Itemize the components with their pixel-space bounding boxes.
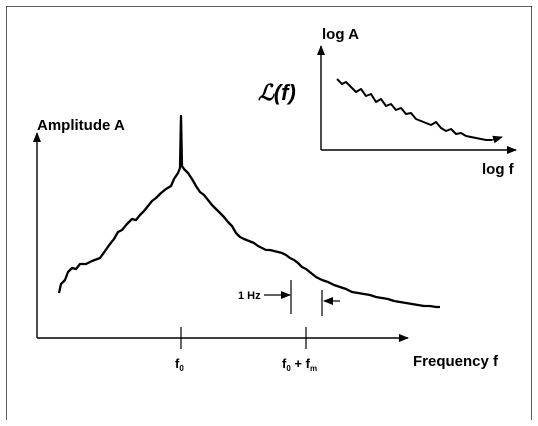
bandwidth-label: 1 Hz — [238, 290, 261, 302]
tick-label-f0-plus-fm: f0 + fm — [282, 356, 317, 373]
tick-label-f0: f0 — [175, 356, 184, 373]
inset-curve-label: ℒ(f) — [258, 80, 296, 105]
diagram-frame: 1 Hz Amplitude A Frequency f f0 f0 + fm … — [5, 5, 533, 420]
main-x-axis-label: Frequency f — [413, 353, 499, 370]
phase-noise-diagram: 1 Hz Amplitude A Frequency f f0 f0 + fm … — [5, 5, 533, 420]
spectrum-curve — [57, 114, 440, 309]
inset-noise-curve — [336, 78, 492, 141]
inset-plot: log A log f ℒ(f) — [258, 26, 517, 178]
inset-x-axis-label: log f — [482, 161, 515, 178]
inset-y-axis-label: log A — [322, 26, 359, 43]
main-y-axis-label: Amplitude A — [37, 117, 125, 134]
inset-curve-arrow — [491, 135, 503, 144]
main-plot: 1 Hz Amplitude A Frequency f f0 f0 + fm — [33, 114, 499, 373]
